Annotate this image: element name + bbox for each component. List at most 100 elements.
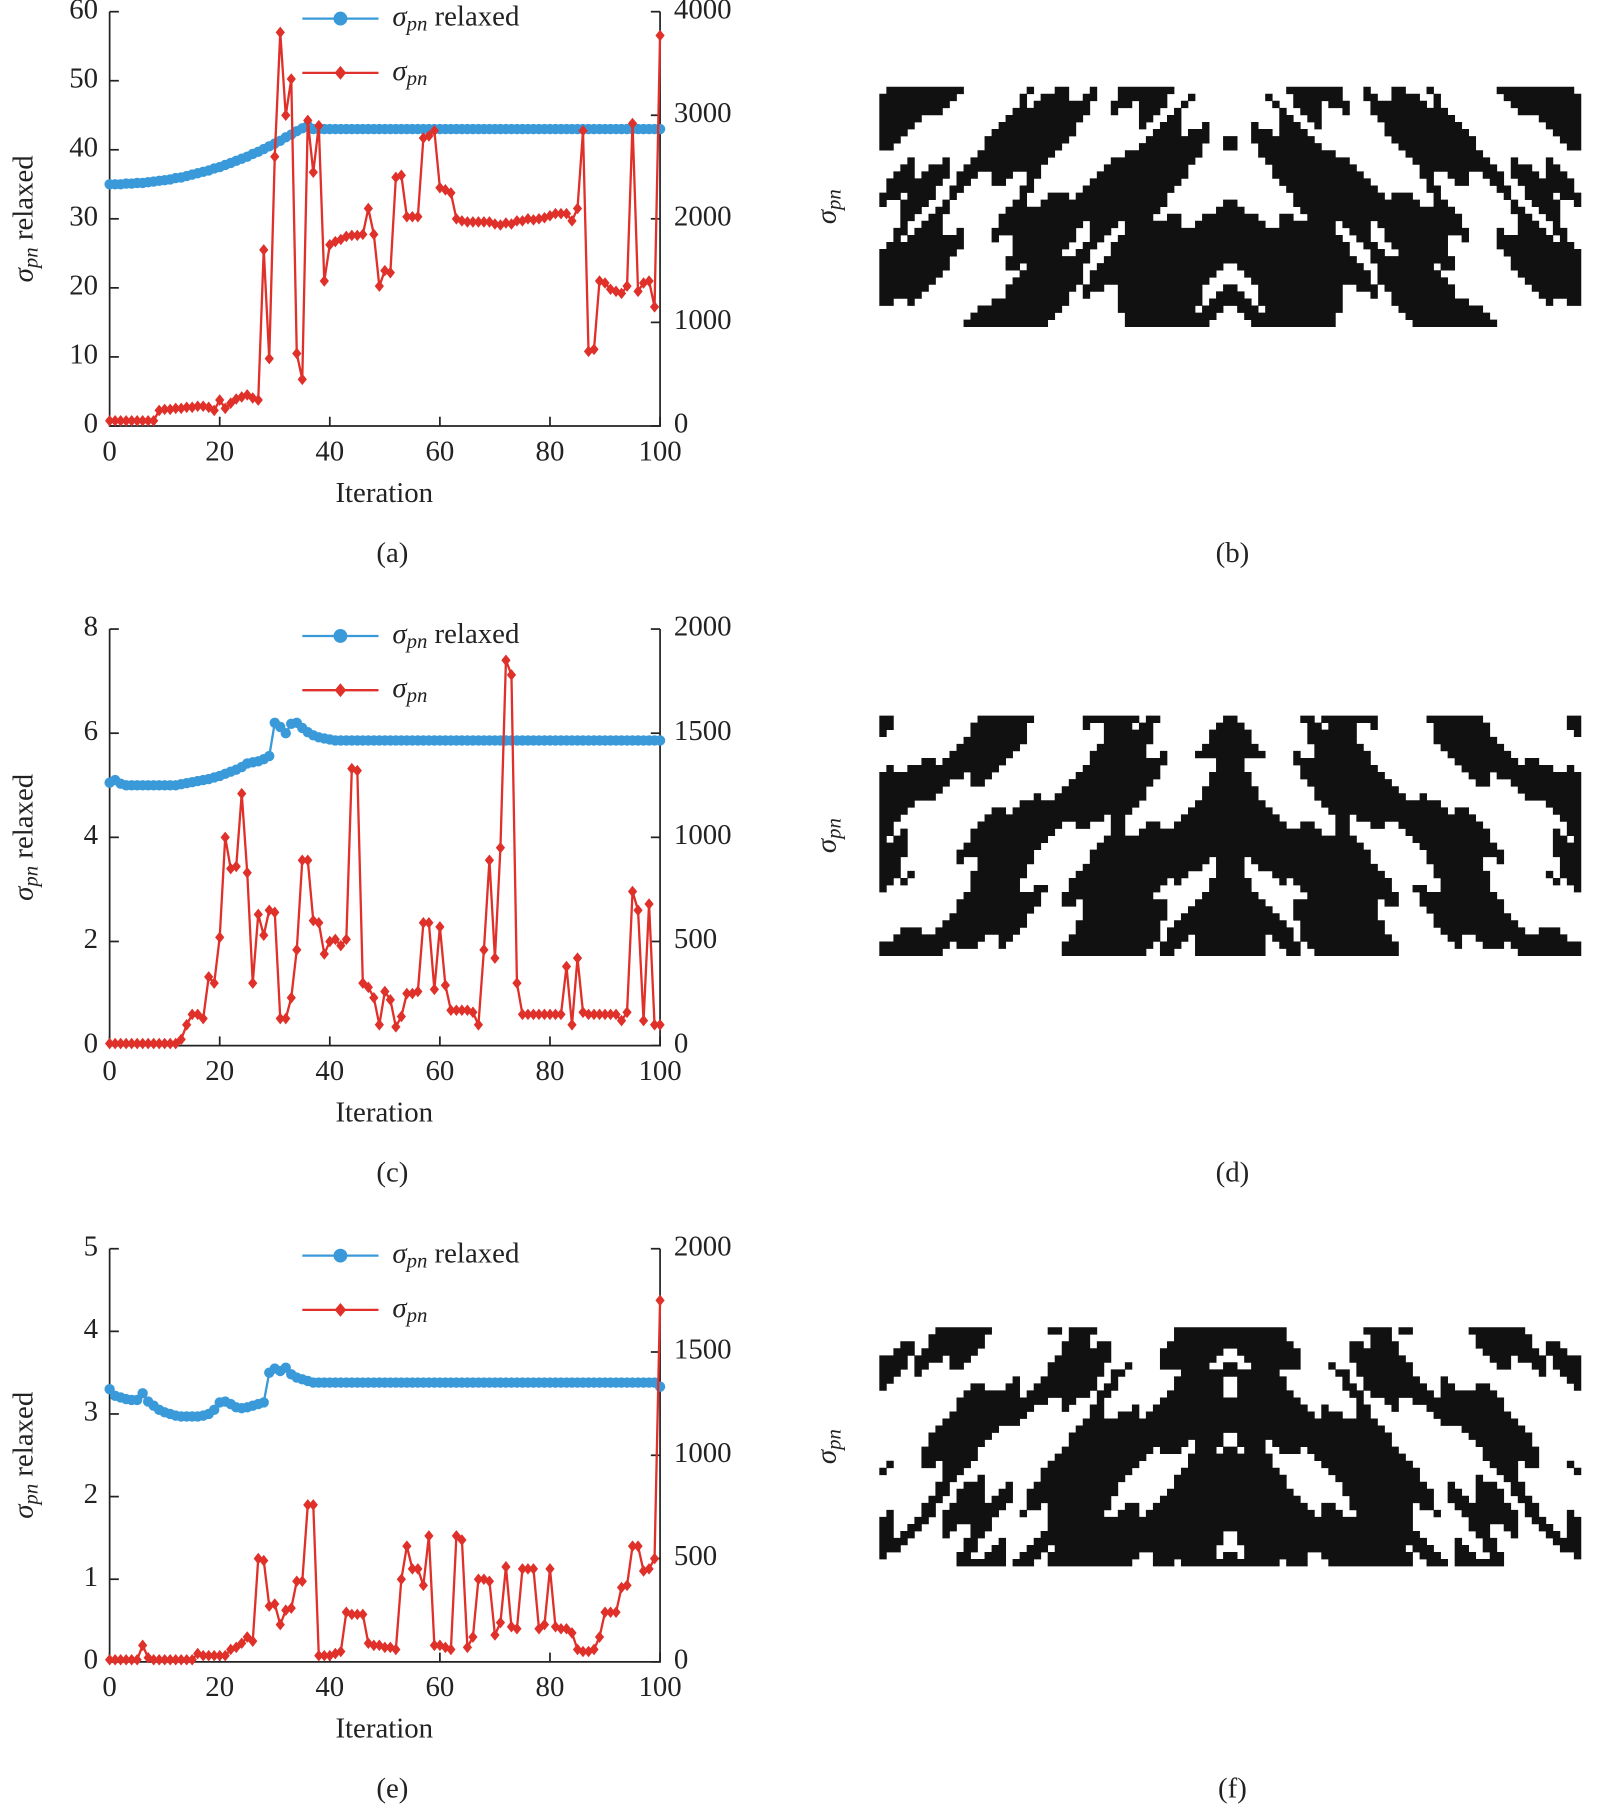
image-y-label: σpn (810, 189, 845, 224)
marker (149, 1654, 159, 1666)
marker (248, 977, 258, 989)
series-line (109, 32, 662, 422)
marker (578, 1645, 588, 1658)
marker (319, 948, 329, 960)
marker (424, 916, 434, 929)
y-tick-label: 5 (84, 1230, 98, 1262)
marker (292, 347, 302, 360)
marker (556, 1623, 566, 1635)
series-line (108, 1366, 661, 1418)
marker (446, 1004, 456, 1016)
marker (484, 1575, 495, 1588)
marker (550, 1008, 561, 1021)
marker (407, 210, 417, 223)
marker (286, 1602, 296, 1614)
marker (187, 1008, 197, 1021)
marker (286, 73, 296, 85)
x-tick-label: 100 (638, 1055, 681, 1087)
marker (550, 207, 561, 220)
marker (215, 931, 225, 944)
marker (281, 1012, 291, 1025)
marker (616, 287, 627, 300)
legend-marker (333, 1248, 348, 1263)
marker (512, 1623, 522, 1635)
y-tick-label: 3 (84, 1396, 98, 1428)
marker (341, 933, 351, 946)
x-tick-label: 60 (425, 435, 454, 467)
marker (473, 216, 484, 228)
marker (160, 403, 170, 416)
marker (644, 275, 654, 287)
marker (369, 991, 379, 1004)
marker (473, 1019, 484, 1031)
y-tick-label: 40 (69, 131, 98, 163)
marker (490, 952, 500, 964)
marker (264, 750, 275, 762)
marker (336, 939, 346, 952)
marker (556, 207, 566, 220)
marker (451, 1004, 462, 1016)
marker (578, 125, 588, 137)
y2-tick-label: 0 (674, 408, 688, 440)
marker (402, 987, 412, 1000)
legend-label: σpn (392, 54, 427, 89)
marker (501, 1561, 511, 1573)
marker (352, 764, 362, 777)
marker (204, 971, 214, 983)
marker (655, 1019, 665, 1031)
marker (600, 277, 610, 289)
marker (341, 230, 351, 243)
marker (572, 202, 583, 215)
marker (149, 1037, 159, 1050)
y2-tick-label: 2000 (674, 1230, 732, 1262)
marker (171, 402, 181, 415)
marker (231, 860, 241, 873)
marker (413, 1563, 423, 1575)
x-tick-label: 20 (205, 435, 234, 467)
marker (589, 343, 599, 356)
marker (143, 415, 153, 427)
y2-tick-label: 2000 (674, 611, 732, 643)
marker (116, 415, 126, 427)
marker (512, 215, 522, 227)
y2-tick-label: 500 (674, 923, 717, 955)
y-axis-label: σpn relaxed (7, 773, 42, 901)
axes (108, 11, 661, 427)
marker (352, 1608, 362, 1621)
marker (292, 944, 302, 956)
marker (457, 1534, 467, 1546)
marker (446, 187, 456, 199)
x-tick-label: 0 (102, 1055, 116, 1087)
marker (374, 1019, 384, 1031)
marker (127, 1654, 137, 1666)
marker (209, 1404, 220, 1416)
marker (330, 933, 340, 946)
marker (110, 1654, 120, 1666)
marker (440, 979, 451, 991)
image-y-label: σpn (810, 1429, 845, 1464)
marker (528, 214, 539, 226)
marker (275, 1618, 285, 1631)
marker (391, 1021, 401, 1033)
y-tick-label: 4 (84, 819, 98, 851)
marker (369, 228, 379, 241)
marker (644, 898, 654, 910)
marker (572, 952, 583, 964)
marker (160, 1654, 170, 1666)
marker (528, 1008, 539, 1021)
marker (473, 1573, 484, 1585)
marker (303, 854, 313, 867)
y2-tick-label: 3000 (674, 97, 732, 129)
topology-image (879, 86, 1582, 328)
marker (534, 213, 544, 225)
marker (138, 415, 148, 427)
marker (435, 921, 445, 933)
marker (396, 1010, 406, 1023)
marker (319, 1649, 329, 1662)
legend-label: σpn relaxed (392, 618, 520, 653)
marker (105, 1037, 115, 1050)
x-tick-label: 0 (102, 435, 116, 467)
marker (105, 1654, 115, 1666)
marker (280, 728, 291, 739)
marker (539, 1618, 550, 1631)
